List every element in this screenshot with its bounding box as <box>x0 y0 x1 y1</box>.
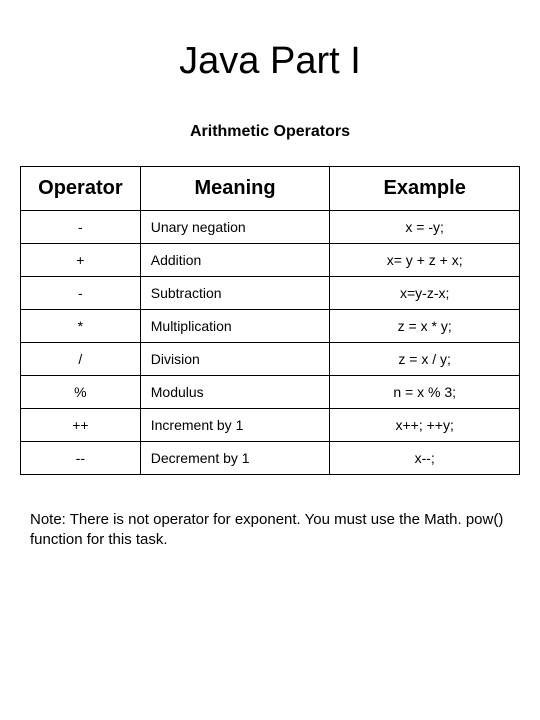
table-row: -- Decrement by 1 x--; <box>21 442 520 475</box>
cell-example: x=y-z-x; <box>330 277 520 310</box>
header-operator: Operator <box>21 167 141 211</box>
note-text: Note: There is not operator for exponent… <box>20 510 520 551</box>
cell-meaning: Multiplication <box>140 310 330 343</box>
cell-example: x = -y; <box>330 211 520 244</box>
cell-operator: - <box>21 211 141 244</box>
operators-table: Operator Meaning Example - Unary negatio… <box>20 166 520 475</box>
cell-meaning: Unary negation <box>140 211 330 244</box>
cell-meaning: Subtraction <box>140 277 330 310</box>
cell-operator: * <box>21 310 141 343</box>
cell-meaning: Decrement by 1 <box>140 442 330 475</box>
table-row: + Addition x= y + z + x; <box>21 244 520 277</box>
cell-example: n = x % 3; <box>330 376 520 409</box>
table-row: * Multiplication z = x * y; <box>21 310 520 343</box>
cell-example: z = x * y; <box>330 310 520 343</box>
subtitle: Arithmetic Operators <box>20 123 520 141</box>
table-header-row: Operator Meaning Example <box>21 167 520 211</box>
cell-operator: / <box>21 343 141 376</box>
cell-operator: + <box>21 244 141 277</box>
cell-meaning: Addition <box>140 244 330 277</box>
cell-operator: - <box>21 277 141 310</box>
cell-operator: ++ <box>21 409 141 442</box>
page-title: Java Part I <box>20 40 520 83</box>
cell-operator: % <box>21 376 141 409</box>
cell-operator: -- <box>21 442 141 475</box>
cell-example: x--; <box>330 442 520 475</box>
cell-example: x++; ++y; <box>330 409 520 442</box>
table-row: / Division z = x / y; <box>21 343 520 376</box>
cell-meaning: Increment by 1 <box>140 409 330 442</box>
header-meaning: Meaning <box>140 167 330 211</box>
table-row: - Unary negation x = -y; <box>21 211 520 244</box>
header-example: Example <box>330 167 520 211</box>
cell-meaning: Modulus <box>140 376 330 409</box>
table-row: % Modulus n = x % 3; <box>21 376 520 409</box>
cell-example: x= y + z + x; <box>330 244 520 277</box>
cell-example: z = x / y; <box>330 343 520 376</box>
cell-meaning: Division <box>140 343 330 376</box>
table-row: - Subtraction x=y-z-x; <box>21 277 520 310</box>
table-row: ++ Increment by 1 x++; ++y; <box>21 409 520 442</box>
